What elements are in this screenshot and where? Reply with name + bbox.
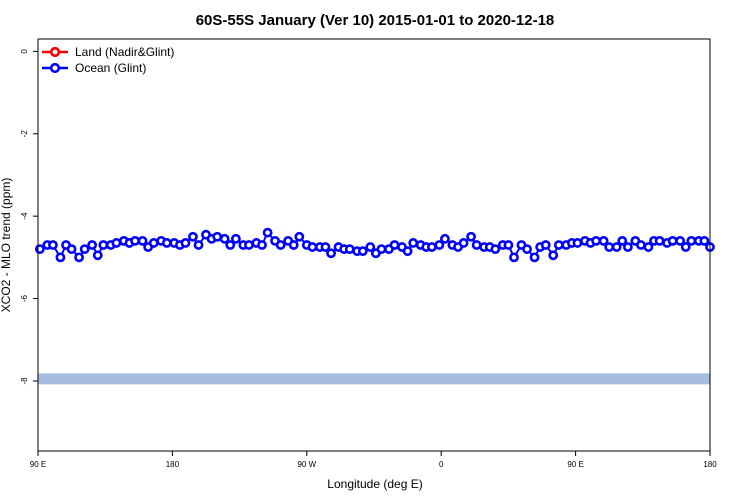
legend-swatch-marker [49,62,61,74]
data-point [509,252,519,263]
data-point [307,242,318,252]
y-tick-label: -2 [20,130,29,138]
data-point [188,231,198,242]
x-tick-label: 90 E [30,460,46,469]
data-point [548,250,559,261]
x-axis-label: Longitude (deg E) [327,477,422,491]
data-point [622,242,633,252]
data-point [137,235,148,246]
legend-label: Ocean (Glint) [75,61,146,75]
data-point [402,246,413,257]
data-point [540,240,551,250]
data-point [365,242,376,252]
data-point [667,235,678,246]
y-axis-label: XCO2 - MLO trend (ppm) [0,178,13,313]
data-point [326,248,336,259]
data-point [111,238,122,248]
data-point [553,240,564,250]
data-point [262,227,273,238]
data-point [654,235,665,246]
data-point [466,231,476,242]
data-point [98,240,109,250]
legend-swatch-marker [49,46,61,58]
data-point [643,242,654,252]
plot-frame [37,38,711,452]
data-point [288,240,299,250]
x-tick-label: 90 W [297,460,316,469]
data-point [92,250,103,261]
x-axis: 90 E 180 90 W 0 90 E 180 [30,451,717,469]
x-tick-label: 0 [439,460,444,469]
data-point [357,246,368,257]
x-tick-label: 180 [703,460,717,469]
data-point [376,244,387,255]
data-point [294,231,305,242]
data-point [604,242,615,252]
data-point [591,235,602,246]
data-point [598,235,609,246]
data-point [212,231,223,242]
data-point [471,240,482,250]
data-point [130,235,140,246]
x-tick-label: 180 [166,460,180,469]
plot-content [34,227,715,385]
y-tick-label: -6 [20,294,29,302]
data-point [490,244,501,255]
data-point [161,238,172,248]
data-point [440,233,450,244]
x-tick-label: 90 E [567,460,583,469]
data-point [48,240,58,250]
y-axis: 0 -2 -4 -6 -8 [20,49,38,385]
data-point [320,242,331,252]
data-point [434,240,445,250]
data-point [389,240,400,250]
data-point [458,238,469,248]
data-point [55,252,66,263]
legend: Land (Nadir&Glint) Ocean (Glint) [42,45,174,75]
legend-label: Land (Nadir&Glint) [75,45,174,59]
data-point [74,252,84,263]
data-point [230,233,241,244]
data-point [675,235,686,246]
data-point [617,235,628,246]
data-point [244,240,254,250]
data-point [87,240,98,250]
data-point [699,235,710,246]
chart-title: 60S-55S January (Ver 10) 2015-01-01 to 2… [196,12,555,29]
data-point [572,238,583,248]
data-point [275,240,286,250]
data-point [680,242,691,252]
y-tick-label: 0 [20,49,29,54]
data-point [219,233,230,244]
data-point [148,238,159,248]
data-point [34,244,45,255]
data-point [344,244,355,255]
y-tick-label: -8 [20,377,29,385]
data-point [225,240,236,250]
data-point [408,238,419,248]
data-point [257,240,267,250]
data-point [66,244,77,255]
data-point [426,242,437,252]
data-point [180,238,191,248]
data-point [611,242,622,252]
data-point [529,252,540,263]
data-point [522,244,532,255]
data-point [79,244,90,255]
y-tick-label: -4 [20,212,29,220]
data-point [503,240,514,250]
data-point [686,235,697,246]
data-point [636,240,646,250]
data-point [193,240,204,250]
